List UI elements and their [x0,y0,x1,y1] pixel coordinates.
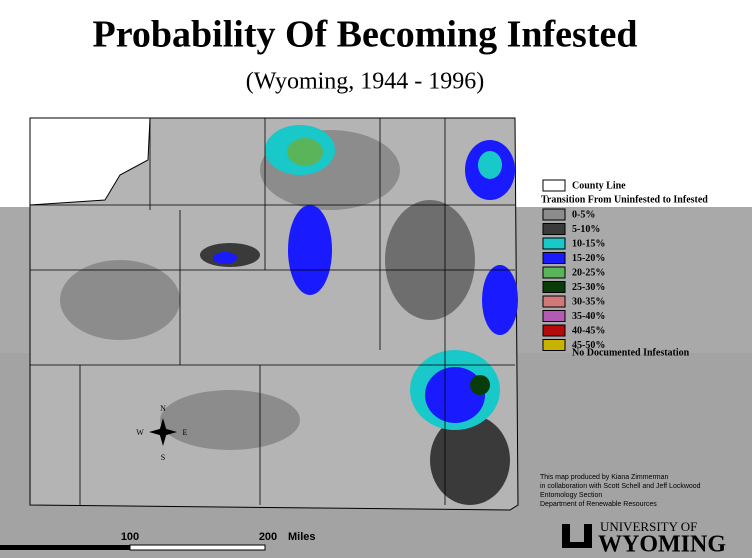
legend-label: 20-25% [572,267,605,278]
legend-label: County Line [572,180,626,191]
legend-label: 5-10% [572,224,600,235]
subtitle: (Wyoming, 1944 - 1996) [246,69,485,95]
logo-main: WYOMING [598,532,726,558]
legend-swatch [542,295,566,308]
legend-label: 45-50% [572,340,605,351]
legend-swatch [542,324,566,337]
compass-w: W [136,428,144,437]
scale-label: 200 [259,531,277,543]
logo: UNIVERSITY OF WYOMING [562,519,726,558]
legend-heading: Transition From Uninfested to Infested [541,194,708,205]
legend-label: 40-45% [572,325,605,336]
county-swatch [542,179,566,192]
legend-swatch [542,223,566,235]
legend-swatch [542,252,566,264]
compass-e: E [183,428,188,437]
legend-swatch [542,208,566,221]
legend-swatch [542,339,566,351]
compass-n: N [160,404,166,413]
legend-label: 15-20% [572,253,605,264]
legend-label: 30-35% [572,296,605,307]
title: Probability Of Becoming Infested [92,14,637,56]
legend-swatch [542,281,566,293]
logo-top: UNIVERSITY OF [600,519,697,534]
credit-line: in collaboration with Scott Schell and J… [540,483,701,490]
credit-line: Department of Renewable Resources [540,501,657,508]
legend-swatch [542,237,566,250]
scale-label: 100 [121,531,139,543]
legend-swatch [542,266,566,279]
credit-line: Entomology Section [540,492,602,499]
legend-label: 0-5% [572,209,595,220]
compass-s: S [161,453,165,462]
state-map [29,117,519,511]
legend: 0-5% 5-10% 10-15% 15-20% 20-25% 25-30% 30-35% 3… [542,208,605,351]
legend-label: No Documented Infestation [572,347,690,358]
credits: This map produced by Kiana Zimmerman in c… [540,474,701,508]
scale-bar: 100 200 Miles [0,531,316,551]
legend-label: 25-30% [572,282,605,293]
legend-swatch [542,310,566,322]
compass: N S E W [136,404,187,462]
legend-label: 35-40% [572,311,605,322]
credit-line: This map produced by Kiana Zimmerman [540,474,668,481]
scale-unit: Miles [288,531,316,543]
legend-label: 10-15% [572,238,605,249]
